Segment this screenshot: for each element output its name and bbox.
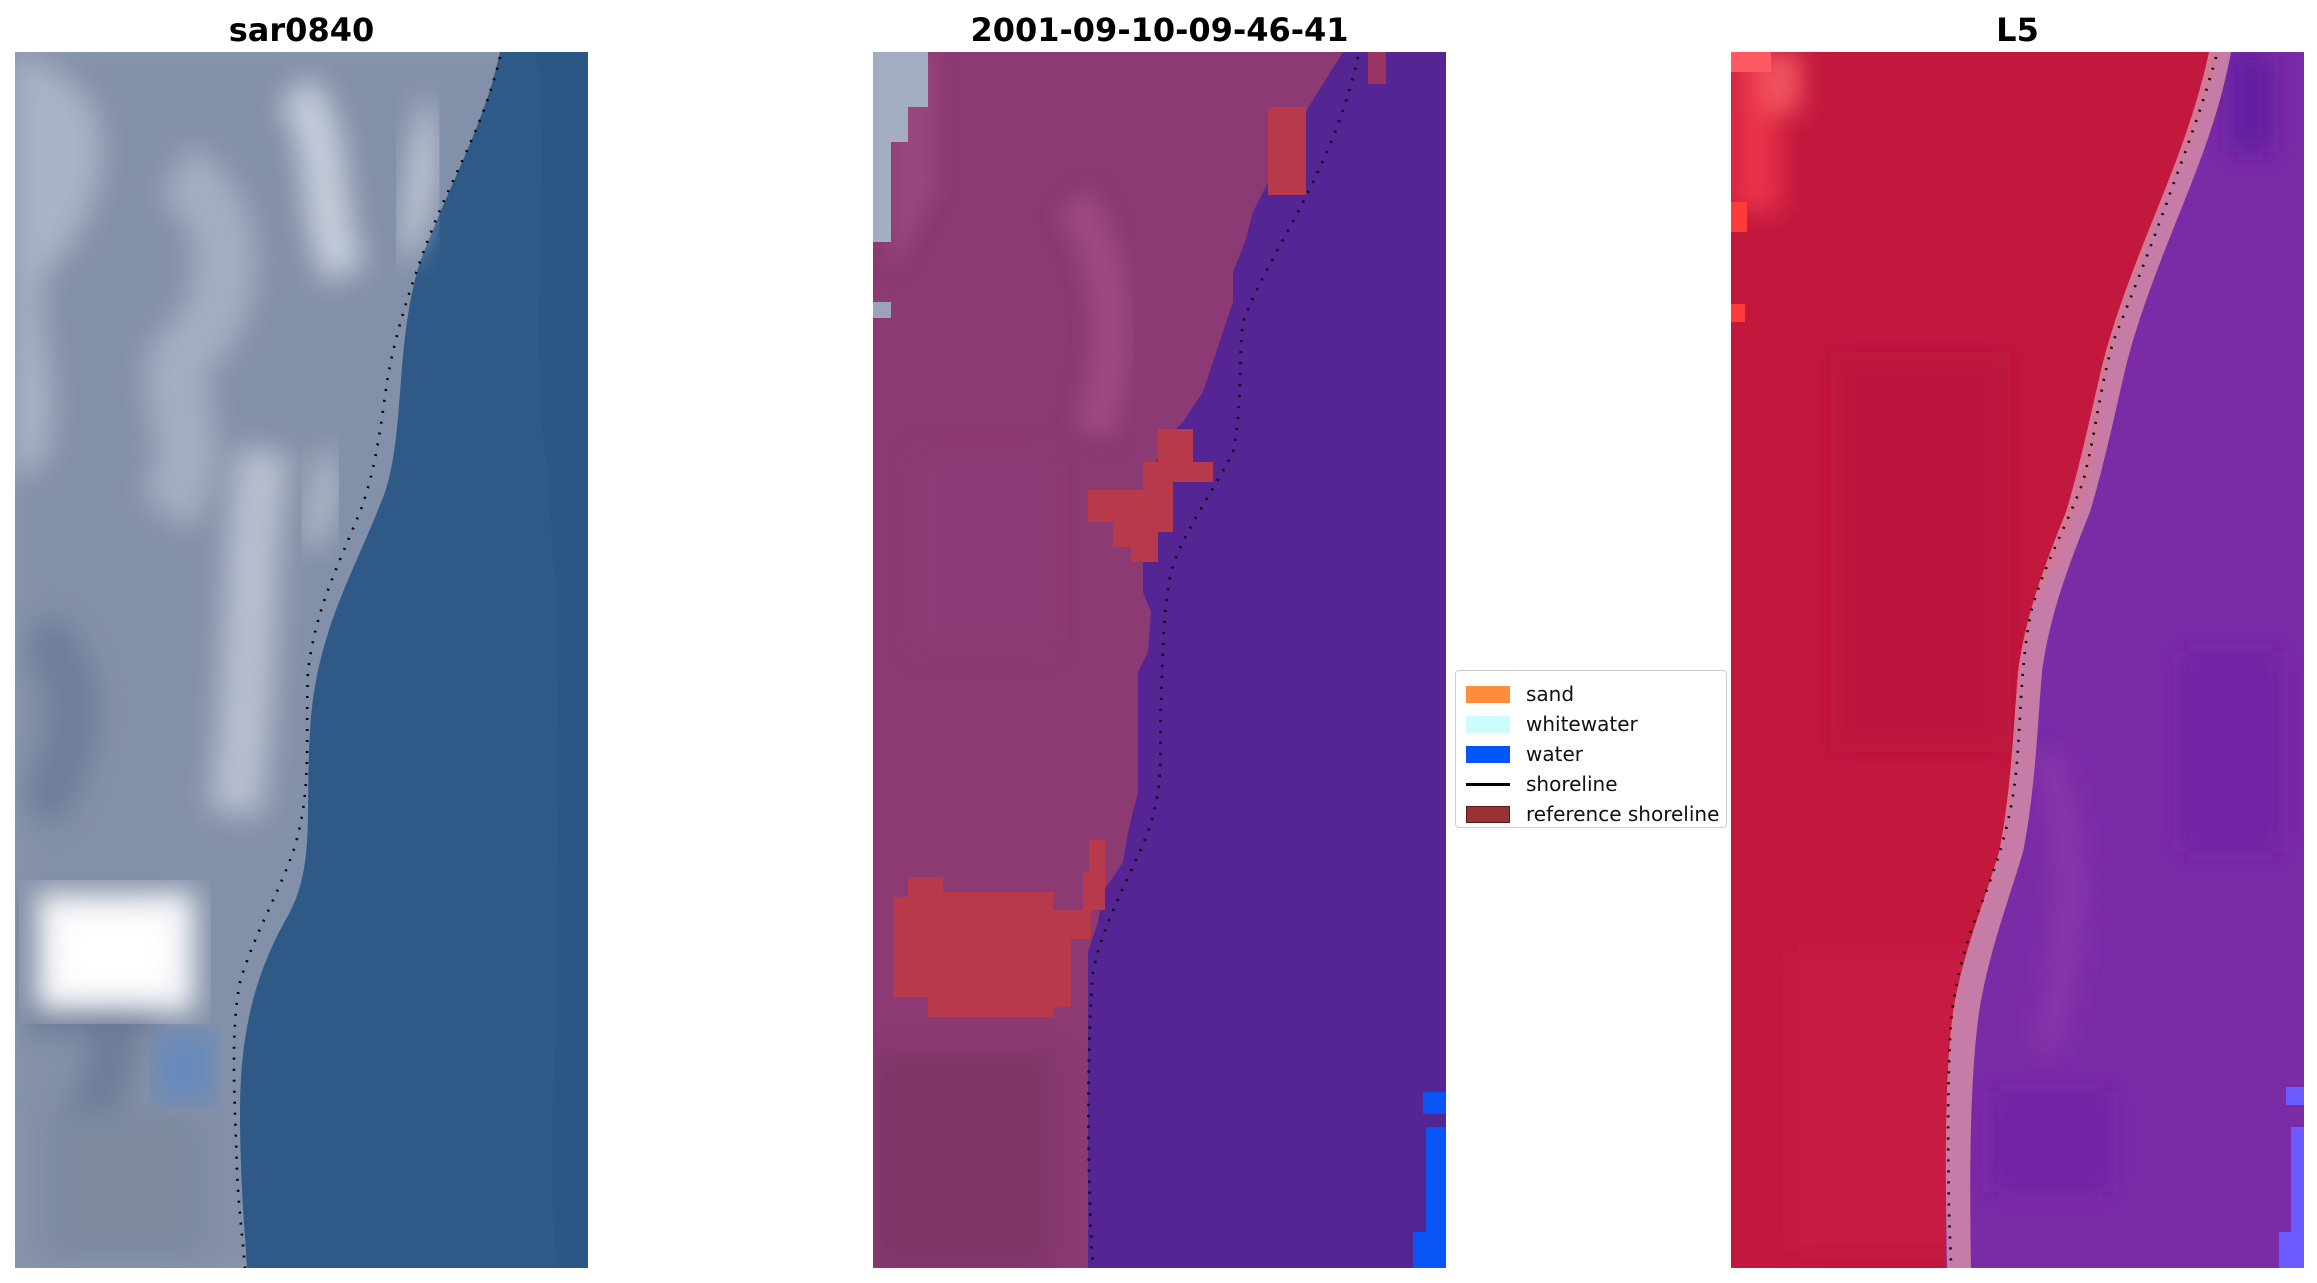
legend-item-sand: sand xyxy=(1466,679,1716,709)
legend-item-reference-shoreline: reference shoreline xyxy=(1466,799,1720,829)
panel-title-date: 2001-09-10-09-46-41 xyxy=(970,11,1349,49)
legend-label-sand: sand xyxy=(1526,682,1575,706)
rgb-image xyxy=(15,52,588,1268)
legend-swatch-whitewater xyxy=(1466,715,1510,733)
classified-image-panel xyxy=(873,52,1446,1268)
legend-item-shoreline: shoreline xyxy=(1466,769,1716,799)
legend-swatch-reference-shoreline xyxy=(1466,805,1510,823)
panel-title-rgb: sar0840 xyxy=(228,11,375,49)
legend-item-water: water xyxy=(1466,739,1716,769)
legend-label-reference-shoreline: reference shoreline xyxy=(1526,802,1720,826)
panel-title-index: L5 xyxy=(1996,11,2039,49)
index-image xyxy=(1731,52,2304,1268)
legend-swatch-water xyxy=(1466,745,1510,763)
legend: sand whitewater water shoreline referenc… xyxy=(1455,670,1727,828)
rgb-image-panel xyxy=(15,52,588,1268)
legend-label-water: water xyxy=(1526,742,1583,766)
index-image-panel xyxy=(1731,52,2304,1268)
legend-swatch-sand xyxy=(1466,685,1510,703)
classified-image xyxy=(873,52,1446,1268)
shoreline-dots-index xyxy=(1946,56,2218,1268)
legend-label-shoreline: shoreline xyxy=(1526,772,1618,796)
legend-item-whitewater: whitewater xyxy=(1466,709,1716,739)
legend-label-whitewater: whitewater xyxy=(1526,712,1638,736)
legend-swatch-shoreline xyxy=(1466,782,1510,786)
